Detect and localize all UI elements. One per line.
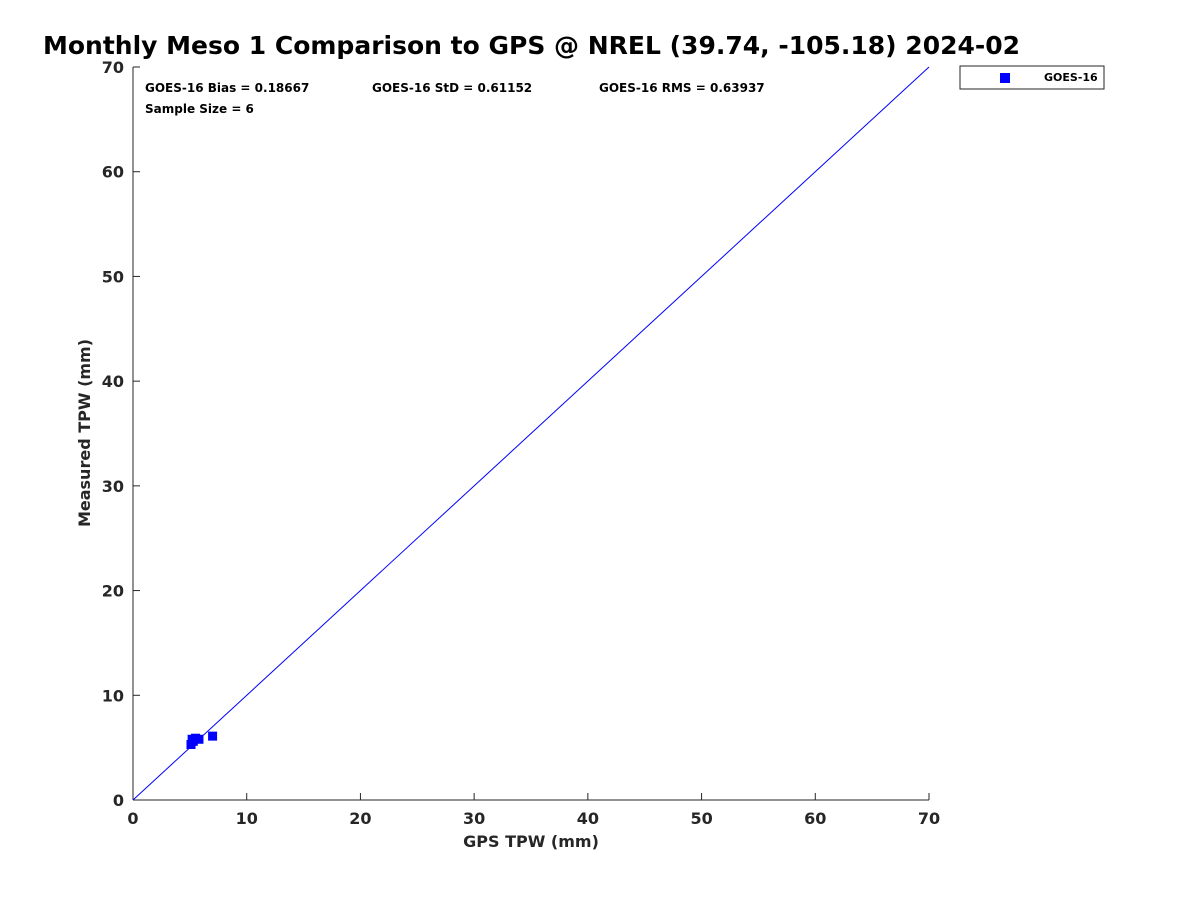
legend: GOES-16	[959, 65, 1105, 90]
legend-marker	[1000, 73, 1010, 83]
y-tick-label: 20	[102, 582, 124, 601]
data-point	[208, 731, 218, 741]
y-tick-label: 50	[102, 267, 124, 286]
y-ticks: 0 10 20 30 40 50 60 70	[102, 58, 140, 810]
bias-stat: GOES-16 Bias = 0.18667	[145, 81, 309, 95]
data-points	[186, 731, 218, 750]
std-stat: GOES-16 StD = 0.61152	[372, 81, 532, 95]
x-tick-label: 60	[804, 809, 826, 828]
stats-annotations: GOES-16 Bias = 0.18667 GOES-16 StD = 0.6…	[145, 81, 765, 116]
y-tick-label: 70	[102, 58, 124, 77]
y-tick-label: 40	[102, 372, 124, 391]
y-tick-label: 30	[102, 477, 124, 496]
legend-label: GOES-16	[1044, 71, 1098, 84]
x-axis-label: GPS TPW (mm)	[463, 832, 599, 851]
one-to-one-line	[132, 66, 930, 801]
rms-stat: GOES-16 RMS = 0.63937	[599, 81, 765, 95]
y-tick-label: 0	[113, 791, 124, 810]
y-tick-label: 10	[102, 686, 124, 705]
x-tick-label: 70	[918, 809, 940, 828]
data-point	[194, 734, 204, 744]
sample-size-stat: Sample Size = 6	[145, 102, 254, 116]
x-tick-label: 10	[236, 809, 258, 828]
x-ticks: 0 10 20 30 40 50 60 70	[127, 793, 940, 828]
y-axis-label: Measured TPW (mm)	[75, 339, 94, 527]
x-tick-label: 30	[463, 809, 485, 828]
x-tick-label: 40	[577, 809, 599, 828]
x-tick-label: 20	[349, 809, 371, 828]
axes	[132, 67, 929, 801]
x-tick-label: 50	[690, 809, 712, 828]
x-tick-label: 0	[127, 809, 138, 828]
legend-box	[959, 65, 1105, 90]
y-tick-label: 60	[102, 163, 124, 182]
chart-title: Monthly Meso 1 Comparison to GPS @ NREL …	[43, 31, 1020, 60]
